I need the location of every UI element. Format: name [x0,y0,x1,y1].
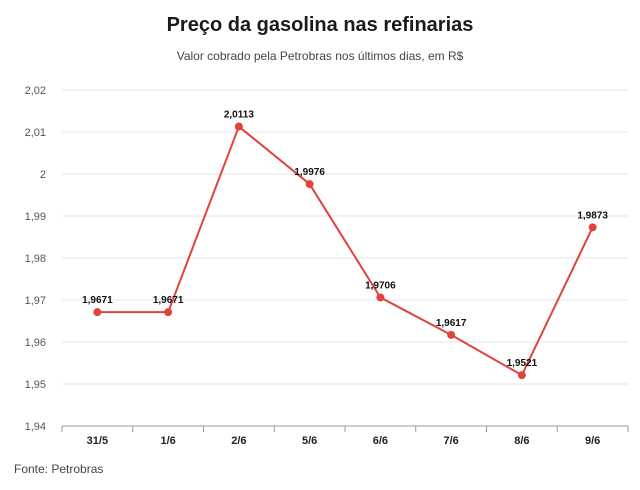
data-point [305,180,314,189]
data-point [93,308,102,317]
x-tick-label: 31/5 [87,435,108,447]
y-tick-label: 1,95 [25,379,46,391]
x-tick-label: 6/6 [373,435,388,447]
data-label: 1,9521 [507,358,538,369]
data-point [234,122,243,131]
data-point [164,308,173,317]
data-label: 1,9706 [365,280,396,291]
data-label: 2,0113 [224,110,254,121]
y-tick-label: 1,98 [25,253,46,265]
x-tick-label: 2/6 [231,435,246,447]
data-point [517,371,526,380]
chart-title: Preço da gasolina nas refinarias [166,14,474,36]
x-tick-label: 5/6 [302,435,317,447]
y-tick-label: 2 [40,169,46,181]
data-point [376,293,385,302]
y-tick-label: 1,96 [25,337,46,349]
data-label: 1,9671 [153,295,184,306]
data-label: 1,9617 [436,318,467,329]
x-tick-label: 7/6 [443,435,458,447]
chart-subtitle: Valor cobrado pela Petrobras nos últimos… [176,49,464,63]
x-tick-label: 1/6 [160,435,175,447]
x-tick-label: 9/6 [585,435,600,447]
data-label: 1,9976 [294,167,325,178]
y-tick-label: 2,02 [25,85,46,97]
y-tick-label: 2,01 [25,127,46,139]
data-point [588,223,597,232]
data-label: 1,9873 [577,210,608,221]
series-line [97,125,594,377]
x-tick-label: 8/6 [514,435,529,447]
y-tick-label: 1,97 [25,295,46,307]
source-note: Fonte: Petrobras [14,462,104,476]
data-label: 1,9671 [82,295,113,306]
data-point [447,330,456,339]
y-tick-label: 1,99 [25,211,46,223]
y-tick-label: 1,94 [25,421,46,433]
